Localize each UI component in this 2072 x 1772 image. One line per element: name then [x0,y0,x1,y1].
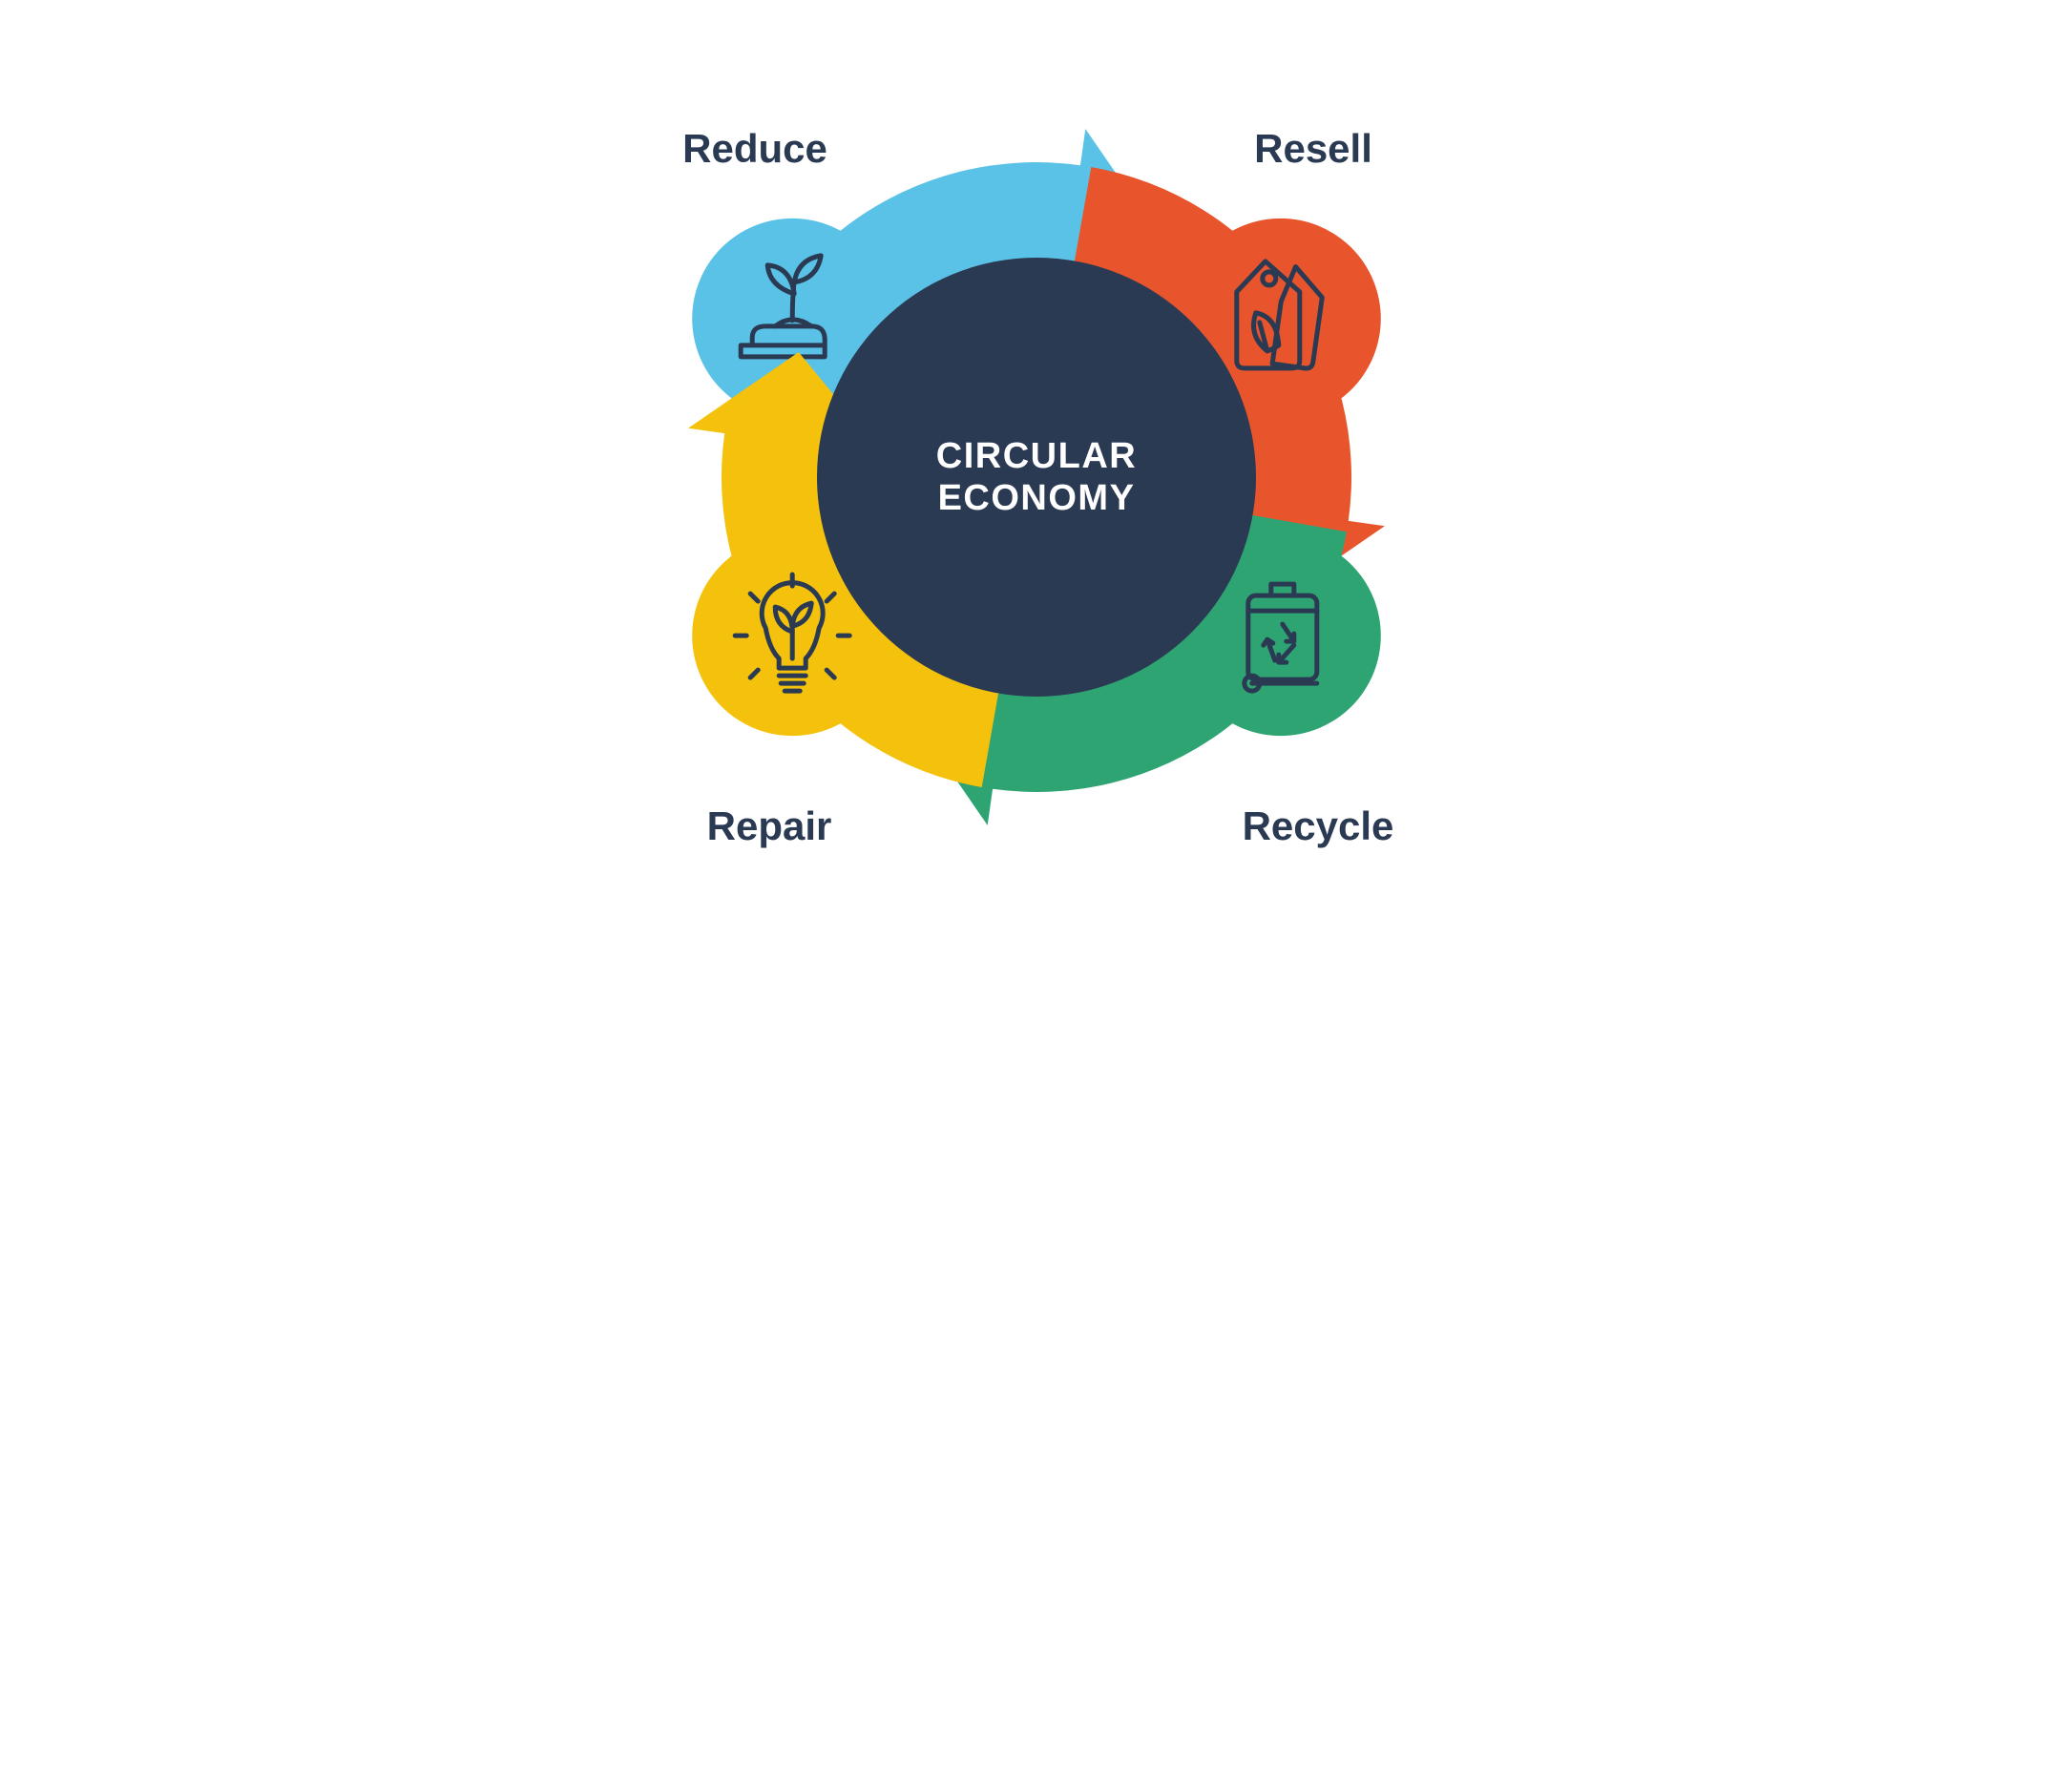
label-reduce: Reduce [682,126,827,171]
center-subtitle: ECONOMY [937,478,1135,518]
label-resell: Resell [1254,126,1372,171]
center-circle [817,258,1256,697]
label-recycle: Recycle [1242,803,1393,848]
center-title: CIRCULAR [935,436,1136,476]
circular-economy-diagram: CIRCULARECONOMY Reduce Resell Recycle Repair [464,0,1609,954]
label-repair: Repair [706,803,831,848]
